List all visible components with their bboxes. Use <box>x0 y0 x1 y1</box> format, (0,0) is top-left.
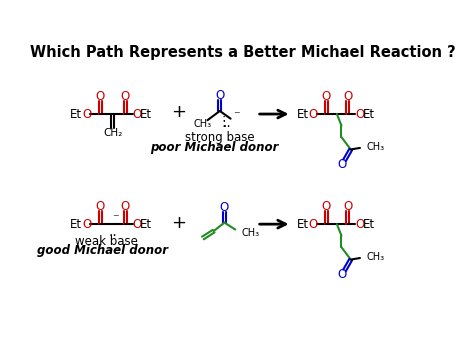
Text: O: O <box>309 108 318 121</box>
Text: Et: Et <box>70 218 82 231</box>
Text: Et: Et <box>363 218 375 231</box>
Text: O: O <box>96 200 105 213</box>
Text: CH₃: CH₃ <box>366 252 384 262</box>
Text: CH₂: CH₂ <box>103 128 122 138</box>
Text: CH₃: CH₃ <box>241 228 259 238</box>
Text: ⁻: ⁻ <box>233 109 239 122</box>
Text: Et: Et <box>363 108 375 121</box>
Text: O: O <box>96 90 105 103</box>
Text: Et: Et <box>297 108 309 121</box>
Text: ..: .. <box>109 225 117 239</box>
Text: O: O <box>220 201 229 214</box>
Text: +: + <box>171 104 186 121</box>
Text: O: O <box>215 89 225 102</box>
Text: O: O <box>356 218 365 231</box>
Text: good Michael donor: good Michael donor <box>37 244 168 257</box>
Text: :̇: :̇ <box>223 116 228 130</box>
Text: Et: Et <box>70 108 82 121</box>
Text: +: + <box>171 213 186 231</box>
Text: O: O <box>133 218 142 231</box>
Text: O: O <box>343 200 352 213</box>
Text: strong base: strong base <box>185 131 255 144</box>
Text: Et: Et <box>297 218 309 231</box>
Text: O: O <box>120 200 130 213</box>
Text: O: O <box>309 218 318 231</box>
Text: O: O <box>321 200 331 213</box>
Text: O: O <box>356 108 365 121</box>
Text: ⁻: ⁻ <box>112 212 118 225</box>
Text: O: O <box>82 218 91 231</box>
Text: Which Path Represents a Better Michael Reaction ?: Which Path Represents a Better Michael R… <box>30 45 456 60</box>
Text: ..: .. <box>222 116 231 130</box>
Text: CH₃: CH₃ <box>366 142 384 152</box>
Text: O: O <box>133 108 142 121</box>
Text: O: O <box>337 158 347 171</box>
Text: O: O <box>120 90 130 103</box>
Text: Et: Et <box>140 108 152 121</box>
Text: CH₃: CH₃ <box>194 119 212 129</box>
Text: Et: Et <box>140 218 152 231</box>
Text: O: O <box>321 90 331 103</box>
Text: O: O <box>337 269 347 282</box>
Text: weak base: weak base <box>75 235 138 248</box>
Text: O: O <box>343 90 352 103</box>
Text: poor Michael donor: poor Michael donor <box>150 141 279 154</box>
Text: O: O <box>82 108 91 121</box>
